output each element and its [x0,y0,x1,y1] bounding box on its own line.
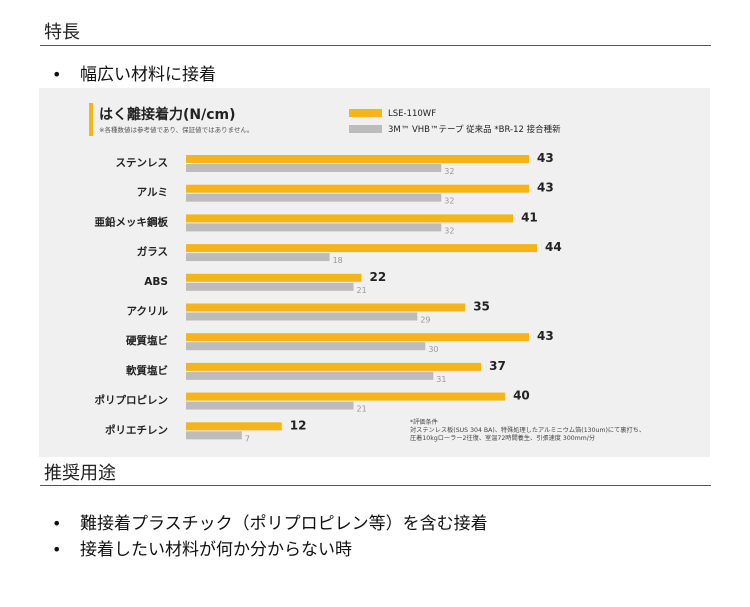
bar-lse-110wf [186,155,530,163]
usage-item: • 接着したい材料が何か分からない時 [52,535,352,560]
legend-label-vhb: 3M™ VHB™テープ 従来品 *BR-12 接合種新 [388,124,561,135]
bar-lse-110wf [186,422,282,431]
legend-label-lse: LSE-110WF [388,109,436,119]
note-line: 圧着10kgローラー2往復、室温72時間養生、引張速度 300mm/分 [410,434,595,442]
feature-item-text: 幅広い材料に接着 [80,65,216,85]
features-heading: 特長 [44,22,80,43]
bar-lse-110wf [186,214,514,223]
value-label-vhb-conventional: 31 [436,375,446,384]
bar-lse-110wf [186,333,530,342]
bar-lse-110wf [186,273,362,282]
value-label-vhb-conventional: 32 [444,167,454,176]
category-label: ステンレス [116,157,169,169]
bar-vhb-conventional [186,342,426,351]
value-label-vhb-conventional: 7 [245,434,250,443]
category-label: 軟質塩ビ [126,364,168,377]
bar-vhb-conventional [186,223,442,232]
value-label-vhb-conventional: 29 [420,316,430,325]
category-label: 硬質塩ビ [126,334,168,347]
value-label-lse-110wf: 12 [290,418,307,432]
bar-lse-110wf [186,184,530,193]
legend-swatch-lse [349,109,382,117]
usage-divider [40,485,711,486]
category-label: 亜鉛メッキ鋼板 [95,215,169,228]
usage-item: • 難接着プラスチック（ポリプロピレン等）を含む接着 [52,509,488,534]
bar-lse-110wf [186,392,506,401]
bar-vhb-conventional [186,164,442,172]
category-label: ポリエチレン [105,423,168,436]
bar-vhb-conventional [186,401,354,410]
legend-swatch-vhb [349,125,382,133]
title-accent-bar [89,103,93,136]
category-label: ABS [144,276,168,288]
value-label-lse-110wf: 35 [473,300,490,314]
feature-item: • 幅広い材料に接着 [52,60,216,85]
bar-lse-110wf [186,362,482,371]
bullet-dot: • [52,540,62,559]
usage-heading: 推奨用途 [44,463,116,484]
value-label-lse-110wf: 22 [370,270,387,284]
value-label-vhb-conventional: 21 [357,405,367,414]
note-line: *評価条件 [410,418,438,426]
value-label-vhb-conventional: 21 [357,286,367,295]
category-label: ポリプロピレン [95,394,169,407]
value-label-lse-110wf: 41 [521,210,538,224]
value-label-vhb-conventional: 32 [444,226,454,235]
bar-vhb-conventional [186,371,434,380]
value-label-vhb-conventional: 32 [444,197,454,206]
value-label-lse-110wf: 37 [489,359,506,373]
features-divider [40,45,711,46]
bar-lse-110wf [186,244,537,253]
bullet-dot: • [52,514,62,533]
chart-subtitle: ※各種数値は参考値であり、保証値ではありません。 [99,125,253,134]
bar-vhb-conventional [186,282,354,291]
value-label-lse-110wf: 43 [537,151,554,165]
bar-vhb-conventional [186,431,242,440]
adhesion-chart: はく離接着力(N/cm) ※各種数値は参考値であり、保証値ではありません。 LS… [89,103,645,443]
usage-item-text: 難接着プラスチック（ポリプロピレン等）を含む接着 [80,514,488,534]
value-label-lse-110wf: 43 [537,329,554,343]
value-label-vhb-conventional: 18 [333,256,343,265]
bar-vhb-conventional [186,253,330,262]
category-label: ガラス [137,245,168,258]
bar-vhb-conventional [186,312,418,321]
category-label: アルミ [137,187,168,199]
usage-item-text: 接着したい材料が何か分からない時 [80,540,352,560]
note-line: 対ステンレス板(SUS 304 BA)、特殊処理したアルミニウム箔(130um)… [410,426,645,434]
adhesion-chart-panel: はく離接着力(N/cm) ※各種数値は参考値であり、保証値ではありません。 LS… [39,88,710,457]
bullet-dot: • [52,65,62,84]
category-label: アクリル [127,306,169,318]
bar-lse-110wf [186,303,466,312]
value-label-vhb-conventional: 30 [428,345,438,354]
value-label-lse-110wf: 40 [513,389,530,403]
bar-vhb-conventional [186,193,442,202]
value-label-lse-110wf: 43 [537,181,554,195]
chart-title: はく離接着力(N/cm) [99,106,236,123]
value-label-lse-110wf: 44 [545,240,562,254]
